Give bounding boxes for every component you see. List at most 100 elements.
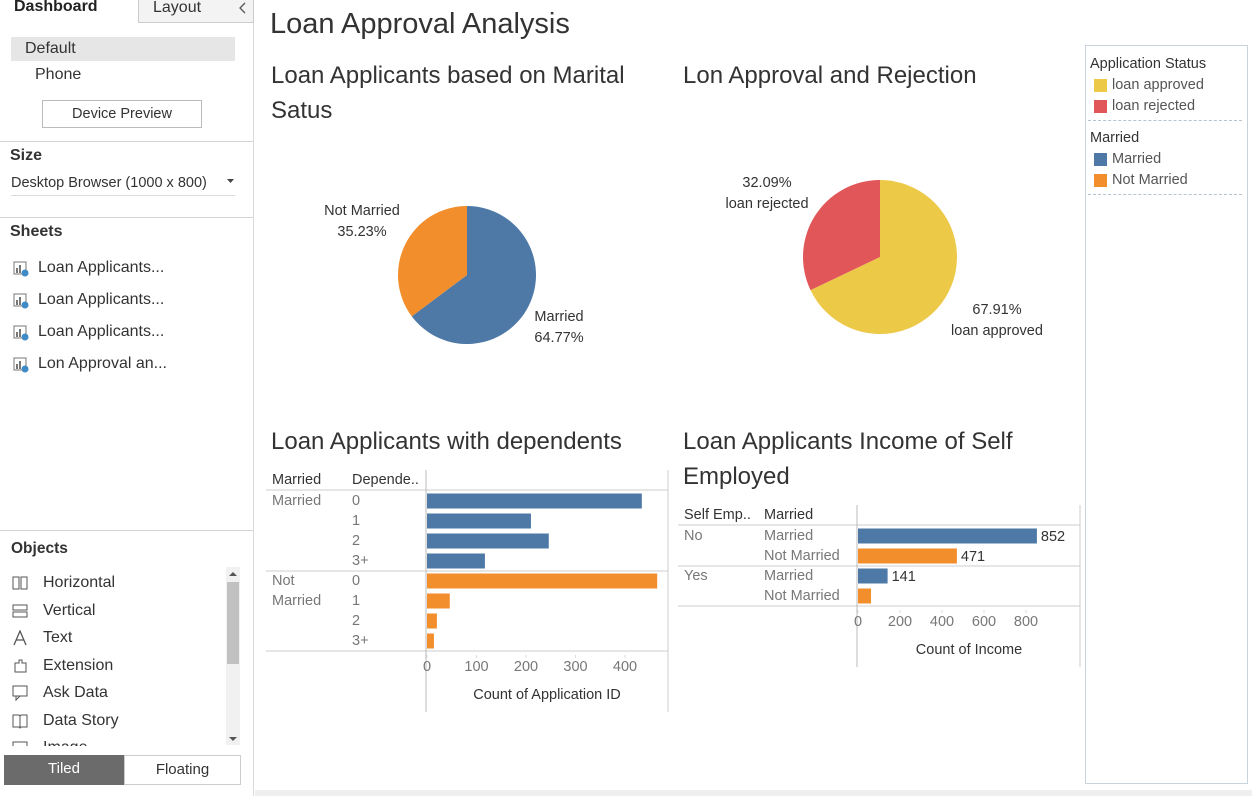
dropdown-caret [227,179,234,183]
legend-item[interactable]: loan rejected [1112,98,1196,114]
floating-button[interactable]: Floating [124,755,241,785]
device-option[interactable]: Phone [35,66,82,83]
pie-slice [411,206,537,345]
pie-slice [803,179,880,291]
floating-label: Floating [155,761,210,778]
scroll-down [229,737,237,741]
bar-value-label: 852 [1040,529,1066,545]
scrollbar-thumb[interactable] [227,582,239,664]
sheet-icon [13,325,29,341]
chart-title: Loan Applicants based on Marital Satus [271,62,625,124]
sheet-icon-part [16,268,18,273]
row-label: Married [764,528,814,544]
divider [0,530,253,531]
sheet-item[interactable]: Lon Approval an... [38,355,167,372]
legend-title: Married [1090,130,1140,146]
sheet-item[interactable]: Loan Applicants... [38,291,165,308]
legend-item[interactable]: Not Married [1112,172,1188,188]
bar [427,533,549,549]
sheet-icon-part [21,365,29,373]
legend-panel [1085,45,1248,784]
sheet-icon-part [21,333,29,341]
x-tick-label: 200 [513,659,539,675]
object-icon [12,604,28,617]
dashboard-tab[interactable]: Dashboard [14,0,98,15]
bar [427,613,437,629]
sheets-heading: Sheets [10,223,63,240]
sheet-icon-part [19,361,21,369]
bar [427,593,450,609]
legend-item[interactable]: loan approved [1112,77,1204,93]
pie-slice [398,206,467,317]
row-header: Self Emp.. [684,507,751,523]
collapse-icon-part [239,2,246,14]
x-axis-label: Count of Application ID [473,687,621,703]
layout-tab[interactable] [138,0,254,23]
scroll-up [229,572,237,576]
size-value[interactable]: Desktop Browser (1000 x 800) [11,175,207,191]
row-label: 2 [352,533,361,549]
scroll-down-part [229,737,237,741]
object-item[interactable]: Extension [43,656,114,674]
chart-title: Loan Applicants Income of Self Employed [683,428,1013,490]
sheet-icon [13,261,29,277]
sidebar [0,0,254,796]
row-label: 3+ [352,553,369,569]
device-preview-button[interactable]: Device Preview [42,100,202,128]
sheet-icon-part [21,269,29,277]
legend-divider [1088,120,1242,121]
device-option[interactable]: Default [25,40,76,57]
sheet-icon-part [19,265,21,273]
object-item[interactable]: Ask Data [43,684,108,701]
object-icon [12,741,28,746]
device-preview-label: Device Preview [72,106,172,122]
x-tick-label: 400 [612,659,638,675]
object-icon [12,576,28,590]
row-label: Married [764,568,814,584]
sheet-icon-part [16,364,18,369]
device-selected [11,37,235,61]
row-label: Not Married [764,588,840,604]
group-label: Yes [684,568,708,584]
sheet-item[interactable]: Loan Applicants... [38,259,165,276]
row-header: Married [764,507,814,523]
legend-swatch [1094,174,1107,187]
row-label: 0 [352,573,361,589]
tiled-button[interactable]: Tiled [4,755,124,785]
bar [427,493,642,509]
pie-label-value: 64.77% [534,330,584,346]
legend-swatch [1094,100,1107,113]
x-tick-label: 0 [853,614,863,630]
legend-item[interactable]: Married [1112,151,1162,167]
bar-value-label: 141 [891,569,916,585]
dropdown-underline [11,195,235,196]
row-label: 3+ [352,633,369,649]
bar-value-label: 471 [960,549,986,565]
object-item[interactable]: Horizontal [43,574,116,591]
group-label: No [684,528,703,544]
scroll-up-part [229,572,237,576]
object-item[interactable]: Vertical [43,601,96,619]
bottom-strip [255,790,1252,796]
x-tick-label: 800 [1013,614,1039,630]
sheet-icon [13,357,29,373]
row-label: 2 [352,613,361,629]
pie-label-value: 32.09% [742,175,792,191]
row-header: Married [272,472,322,488]
object-icon [14,659,27,672]
pie-slice [810,180,958,334]
objects-heading: Objects [11,540,68,557]
bar [427,573,658,589]
object-item[interactable]: Image [43,738,87,746]
sheet-item[interactable]: Loan Applicants... [38,323,165,340]
layout-tab-label[interactable]: Layout [153,0,202,16]
object-item[interactable]: Text [43,629,73,646]
legend-title: Application Status [1090,56,1207,72]
tiled-label: Tiled [48,760,80,777]
object-item[interactable]: Data Story [43,711,119,729]
dropdown-caret-part [227,179,234,183]
bar [858,568,888,584]
chart-title: Loan Applicants with dependents [271,428,622,455]
